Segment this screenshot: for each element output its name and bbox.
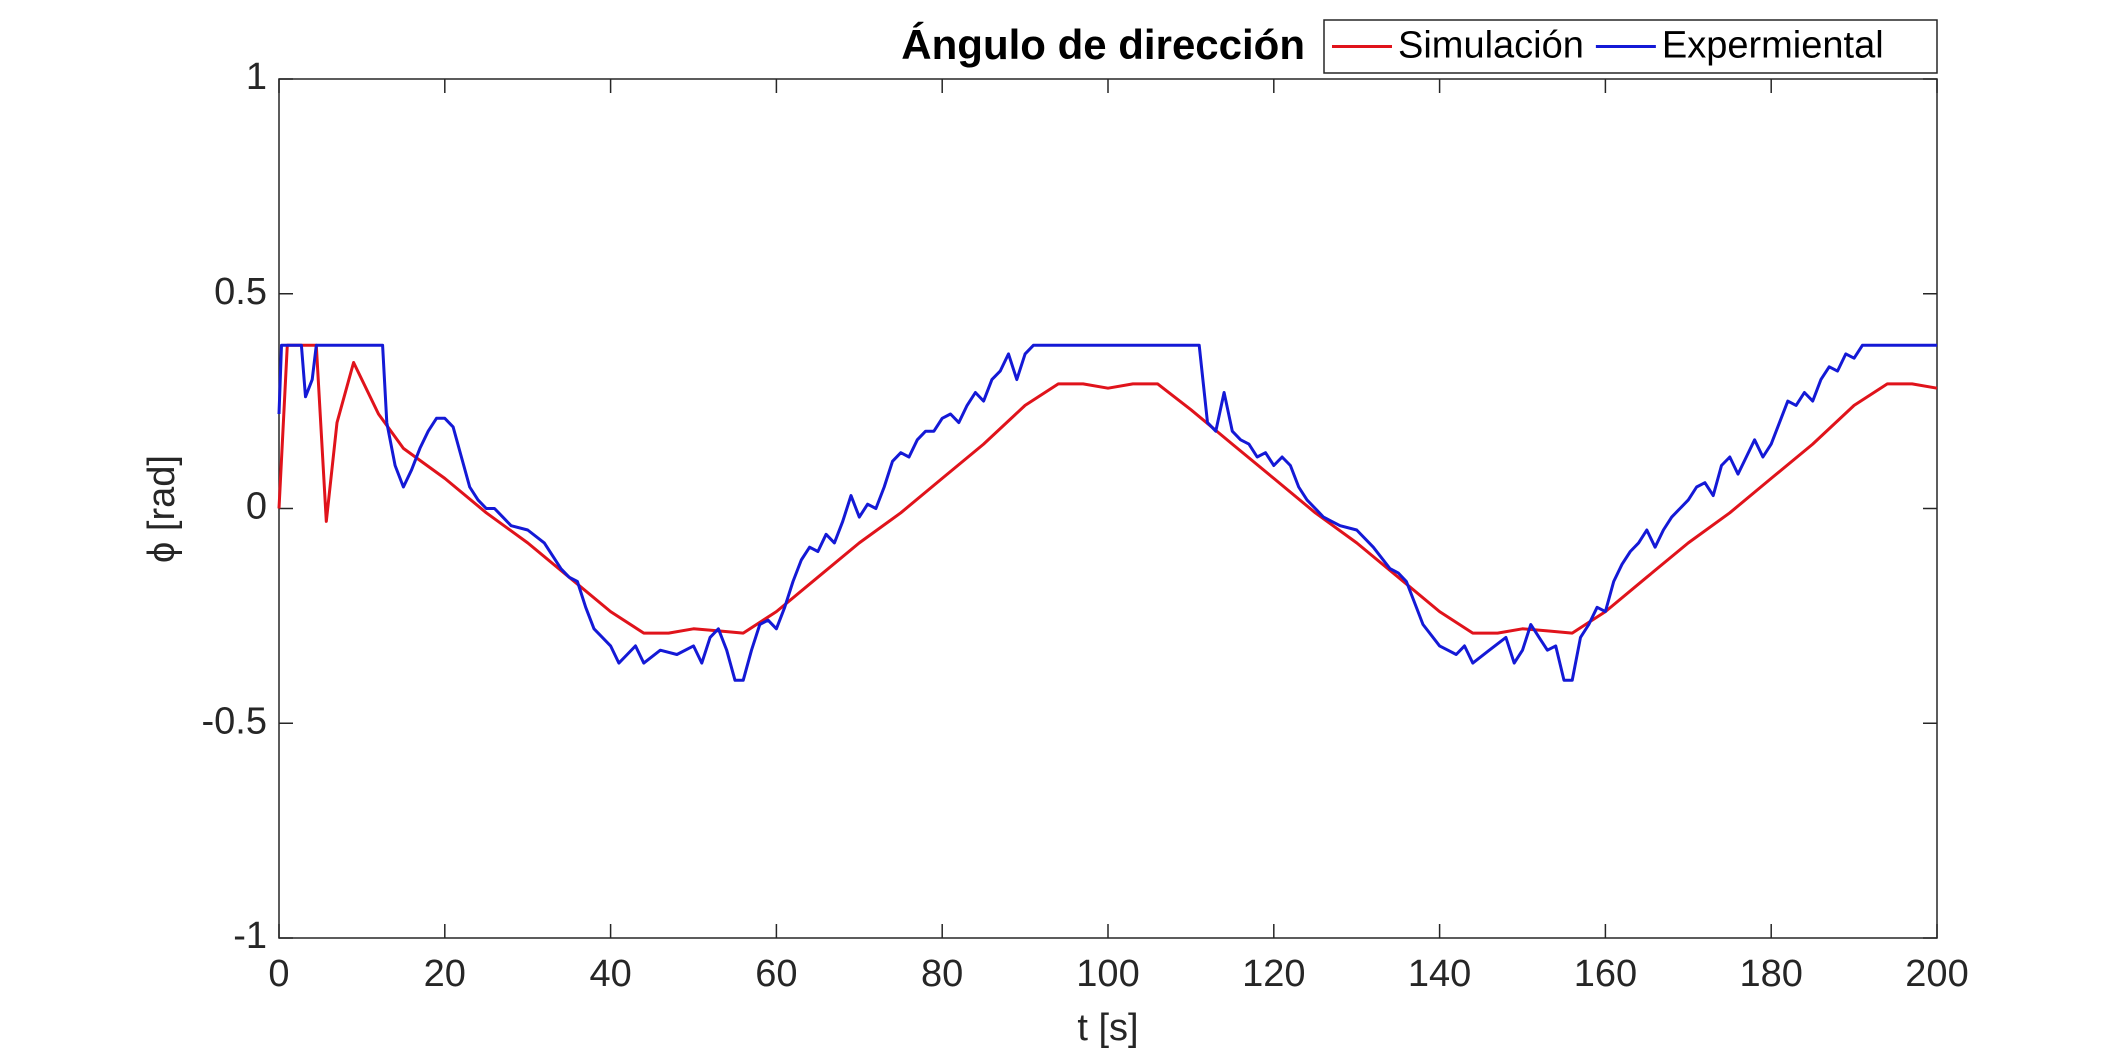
x-tick-label: 100 xyxy=(1076,953,1139,995)
plot-frame xyxy=(278,78,1938,939)
x-tick-label: 180 xyxy=(1739,953,1802,995)
x-tick-label: 20 xyxy=(424,953,466,995)
x-tick-label: 200 xyxy=(1905,953,1968,995)
x-axis-label: t [s] xyxy=(1077,1007,1138,1049)
line-series xyxy=(277,343,1938,635)
y-tick-label: -1 xyxy=(233,915,267,957)
y-tick-label: 1 xyxy=(246,56,267,98)
y-tick-label: -0.5 xyxy=(202,700,267,742)
legend: Simulación Expermiental xyxy=(1323,19,1938,74)
legend-box xyxy=(1323,19,1938,74)
x-tick-label: 0 xyxy=(268,953,289,995)
x-tick-label: 160 xyxy=(1574,953,1637,995)
x-tick-label: 60 xyxy=(755,953,797,995)
y-tick-label: 0 xyxy=(246,486,267,528)
line-series xyxy=(277,343,1937,682)
legend-label: Simulación xyxy=(1398,25,1584,67)
chart-title: Ángulo de dirección xyxy=(901,21,1305,68)
x-tick-label: 140 xyxy=(1408,953,1471,995)
y-axis-label: ϕ [rad] xyxy=(141,455,183,563)
x-tick-label: 120 xyxy=(1242,953,1305,995)
x-tick-label: 80 xyxy=(921,953,963,995)
legend-label: Expermiental xyxy=(1662,25,1884,67)
y-tick-label: 0.5 xyxy=(214,271,267,313)
x-tick-label: 40 xyxy=(589,953,631,995)
